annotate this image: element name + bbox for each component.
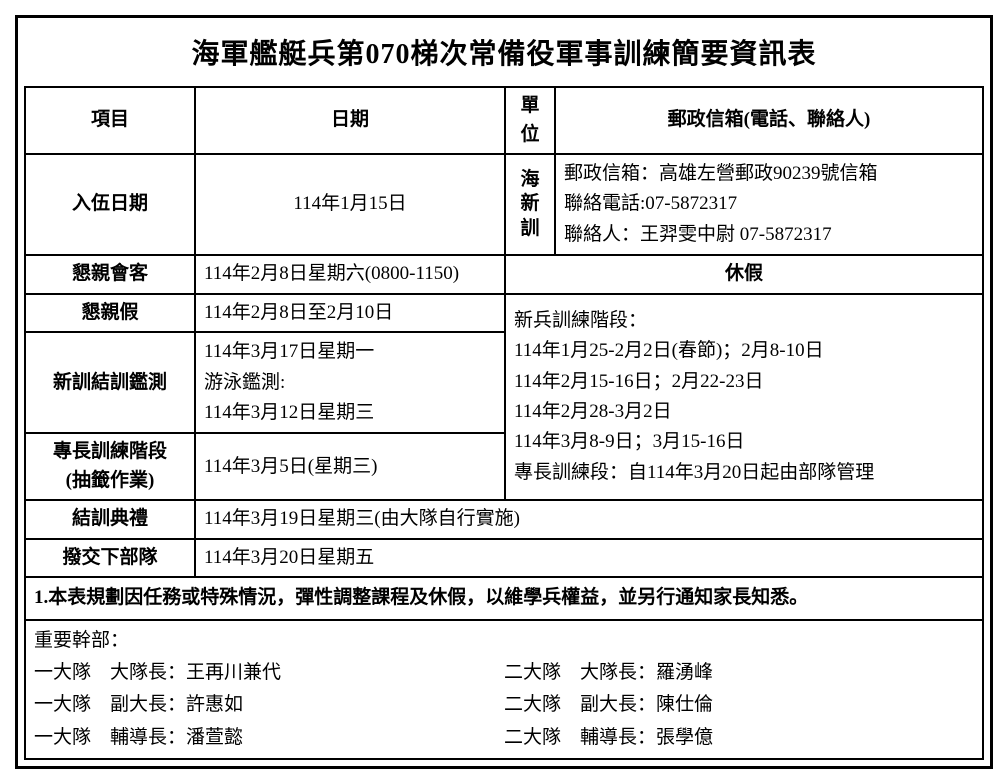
staff-right-1: 二大隊 大隊長：羅湧峰 bbox=[504, 657, 974, 689]
staff-columns: 一大隊 大隊長：王再川兼代 一大隊 副大長：許惠如 一大隊 輔導長：潘萱懿 二大… bbox=[34, 657, 974, 754]
holiday-line5: 114年3月8-9日；3月15-16日 bbox=[514, 431, 744, 452]
visiting-date: 114年2月8日星期六(0800-1150) bbox=[195, 255, 505, 294]
graduation-row: 結訓典禮 114年3月19日星期三(由大隊自行實施) bbox=[25, 500, 983, 539]
contact-mailbox: 郵政信箱：高雄左營郵政90239號信箱 bbox=[564, 163, 878, 184]
test-date-3: 114年3月12日星期三 bbox=[204, 402, 374, 423]
header-date: 日期 bbox=[195, 87, 505, 154]
enlistment-contact: 郵政信箱：高雄左營郵政90239號信箱 聯絡電話:07-5872317 聯絡人：… bbox=[555, 154, 983, 255]
staff-right-col: 二大隊 大隊長：羅湧峰 二大隊 副大長：陳仕倫 二大隊 輔導長：張學億 bbox=[504, 657, 974, 754]
specialty-stage-label: 專長訓練階段 (抽籤作業) bbox=[25, 433, 195, 500]
staff-header: 重要幹部： bbox=[34, 625, 974, 657]
note-text: 1.本表規劃因任務或特殊情況，彈性調整課程及休假，以維學兵權益，並另行通知家長知… bbox=[25, 577, 983, 620]
enlistment-date: 114年1月15日 bbox=[195, 154, 505, 255]
header-unit: 單位 bbox=[505, 87, 555, 154]
training-test-date: 114年3月17日星期一 游泳鑑測: 114年3月12日星期三 bbox=[195, 332, 505, 433]
holiday-line2: 114年1月25-2月2日(春節)；2月8-10日 bbox=[514, 340, 824, 361]
enlistment-row: 入伍日期 114年1月15日 海新 訓 郵政信箱：高雄左營郵政90239號信箱 … bbox=[25, 154, 983, 255]
header-row: 項目 日期 單位 郵政信箱(電話、聯絡人) bbox=[25, 87, 983, 154]
staff-right-3: 二大隊 輔導長：張學億 bbox=[504, 722, 974, 754]
holiday-line1: 新兵訓練階段： bbox=[514, 310, 647, 331]
visiting-row: 懇親會客 114年2月8日星期六(0800-1150) 休假 bbox=[25, 255, 983, 294]
deployment-date: 114年3月20日星期五 bbox=[195, 539, 983, 578]
holiday-header: 休假 bbox=[505, 255, 983, 294]
holiday-line6: 專長訓練段：自114年3月20日起由部隊管理 bbox=[514, 462, 874, 483]
holiday-line4: 114年2月28-3月2日 bbox=[514, 401, 672, 422]
contact-phone: 聯絡電話:07-5872317 bbox=[564, 193, 737, 214]
training-test-label: 新訓結訓鑑測 bbox=[25, 332, 195, 433]
enlistment-unit: 海新 訓 bbox=[505, 154, 555, 255]
enlistment-label: 入伍日期 bbox=[25, 154, 195, 255]
main-table: 項目 日期 單位 郵政信箱(電話、聯絡人) 入伍日期 114年1月15日 海新 … bbox=[24, 86, 984, 760]
family-leave-label: 懇親假 bbox=[25, 294, 195, 333]
unit-text-1: 海新 bbox=[520, 169, 539, 215]
graduation-date: 114年3月19日星期三(由大隊自行實施) bbox=[195, 500, 983, 539]
staff-left-2: 一大隊 副大長：許惠如 bbox=[34, 689, 504, 721]
test-date-1: 114年3月17日星期一 bbox=[204, 341, 374, 362]
deployment-row: 撥交下部隊 114年3月20日星期五 bbox=[25, 539, 983, 578]
graduation-label: 結訓典禮 bbox=[25, 500, 195, 539]
specialty-stage-date: 114年3月5日(星期三) bbox=[195, 433, 505, 500]
header-contact: 郵政信箱(電話、聯絡人) bbox=[555, 87, 983, 154]
staff-cell: 重要幹部： 一大隊 大隊長：王再川兼代 一大隊 副大長：許惠如 一大隊 輔導長：… bbox=[25, 620, 983, 759]
family-leave-row: 懇親假 114年2月8日至2月10日 新兵訓練階段： 114年1月25-2月2日… bbox=[25, 294, 983, 333]
document-frame: 海軍艦艇兵第070梯次常備役軍事訓練簡要資訊表 項目 日期 單位 郵政信箱(電話… bbox=[15, 15, 993, 769]
specialty-label-1: 專長訓練階段 bbox=[53, 441, 167, 462]
test-date-2: 游泳鑑測: bbox=[204, 372, 285, 393]
specialty-label-2: (抽籤作業) bbox=[66, 470, 155, 491]
holiday-line3: 114年2月15-16日；2月22-23日 bbox=[514, 371, 763, 392]
header-item: 項目 bbox=[25, 87, 195, 154]
note-row: 1.本表規劃因任務或特殊情況，彈性調整課程及休假，以維學兵權益，並另行通知家長知… bbox=[25, 577, 983, 620]
staff-left-col: 一大隊 大隊長：王再川兼代 一大隊 副大長：許惠如 一大隊 輔導長：潘萱懿 bbox=[34, 657, 504, 754]
staff-left-1: 一大隊 大隊長：王再川兼代 bbox=[34, 657, 504, 689]
family-leave-date: 114年2月8日至2月10日 bbox=[195, 294, 505, 333]
visiting-label: 懇親會客 bbox=[25, 255, 195, 294]
holiday-schedule: 新兵訓練階段： 114年1月25-2月2日(春節)；2月8-10日 114年2月… bbox=[505, 294, 983, 501]
staff-right-2: 二大隊 副大長：陳仕倫 bbox=[504, 689, 974, 721]
deployment-label: 撥交下部隊 bbox=[25, 539, 195, 578]
staff-left-3: 一大隊 輔導長：潘萱懿 bbox=[34, 722, 504, 754]
contact-person: 聯絡人：王羿雯中尉 07-5872317 bbox=[564, 224, 832, 245]
staff-row: 重要幹部： 一大隊 大隊長：王再川兼代 一大隊 副大長：許惠如 一大隊 輔導長：… bbox=[25, 620, 983, 759]
unit-text-2: 訓 bbox=[520, 218, 539, 239]
document-title: 海軍艦艇兵第070梯次常備役軍事訓練簡要資訊表 bbox=[24, 24, 984, 86]
